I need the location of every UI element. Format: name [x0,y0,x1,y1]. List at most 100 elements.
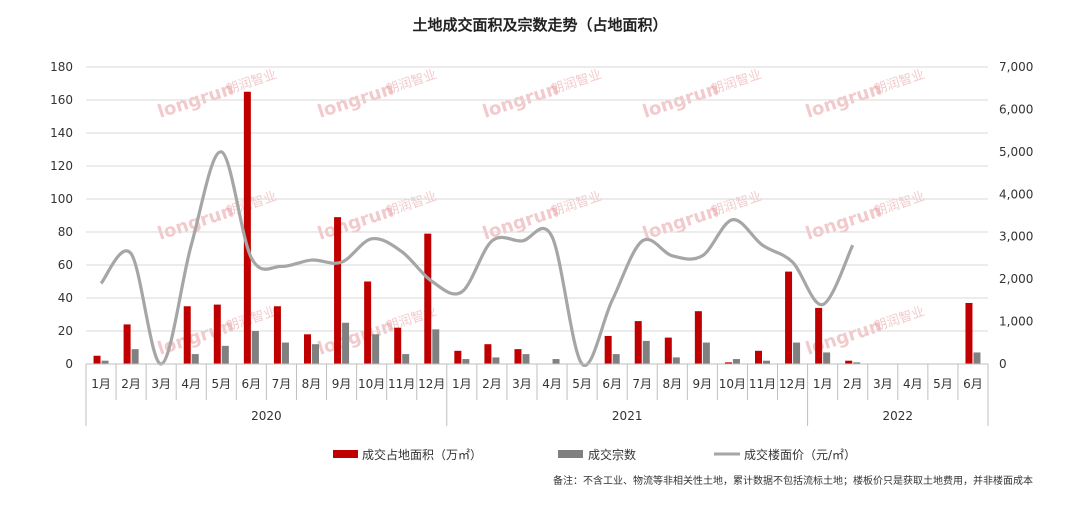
bar-area [755,350,762,364]
left-tick-label: 120 [50,159,73,173]
watermark-brand-cn: 朗润智业 [872,304,926,334]
x-tick-label: 2月 [121,377,141,391]
bar-area [694,311,702,364]
bar-count [251,331,259,364]
bar-area [514,349,522,364]
bar-count [642,340,650,364]
right-tick-label: 5,000 [999,145,1033,159]
left-tick-label: 40 [58,291,73,305]
bar-area [724,362,732,364]
x-tick-label: 12月 [779,377,806,391]
x-tick-label: 2月 [843,377,863,391]
watermark-brand-cn: 朗润智业 [224,189,278,219]
x-tick-label: 5月 [211,377,231,391]
bar-series [93,91,981,364]
x-tick-label: 3月 [512,377,532,391]
x-tick-label: 1月 [452,377,472,391]
bar-area [664,337,672,364]
bar-count [402,354,410,364]
bar-count [793,342,801,364]
bar-area [785,271,793,364]
bar-area [634,321,642,364]
x-tick-label: 11月 [749,377,776,391]
bar-area [394,327,402,364]
x-tick-label: 6月 [242,377,262,391]
year-label: 2020 [251,409,282,423]
footnote: 备注：不含工业、物流等非相关性土地，累计数据不包括流标土地；楼板价只是获取土地费… [553,474,1033,487]
watermark-brand-cn: 朗润智业 [384,67,438,97]
bar-area [364,281,372,364]
watermark-brand-cn: 朗润智业 [872,67,926,97]
x-tick-label: 5月 [572,377,592,391]
watermark-brand-cn: 朗润智业 [709,67,763,97]
x-tick-label: 9月 [332,377,352,391]
bar-count [973,352,981,364]
bar-count [552,359,560,364]
watermark-brand-cn: 朗润智业 [224,67,278,97]
right-tick-label: 4,000 [999,187,1033,201]
x-tick-label: 4月 [542,377,562,391]
bar-area [604,335,612,364]
x-tick-label: 11月 [388,377,415,391]
watermark-brand-cn: 朗润智业 [224,304,278,334]
bar-count [101,360,109,364]
x-tick-label: 3月 [151,377,171,391]
bar-count [462,359,470,364]
right-tick-label: 7,000 [999,60,1033,74]
x-axis: 1月 2月 3月 4月 5月 6月 7月 8月 9月 10月 11月 12月 1月 2月 3月 4月 5月 6月 7… [85,363,989,426]
bar-area [454,350,462,364]
bar-count [432,329,440,364]
bar-count [131,349,139,364]
bar-count [492,357,500,364]
x-tick-label: 12月 [418,377,445,391]
bar-area [273,306,281,364]
bar-area [243,91,251,364]
left-tick-label: 160 [50,93,73,107]
x-tick-label: 9月 [693,377,713,391]
bar-count [823,352,831,364]
x-tick-label: 7月 [632,377,652,391]
bar-count [702,342,710,364]
x-tick-label: 8月 [302,377,322,391]
bar-area [815,307,823,364]
bar-count [191,354,199,364]
line-series [99,150,855,367]
bar-count [853,362,861,364]
bar-area [965,302,973,364]
bar-area [424,233,432,364]
left-axis: 0 20 40 60 80 100 120 140 160 180 [50,60,73,371]
line-price [99,150,855,367]
legend-swatch-area [333,450,358,458]
bar-count [372,334,380,364]
bar-area [183,306,191,364]
right-tick-label: 6,000 [999,102,1033,116]
watermark-brand-cn: 朗润智业 [709,189,763,219]
left-tick-label: 140 [50,126,73,140]
x-tick-label: 8月 [662,377,682,391]
left-tick-label: 100 [50,192,73,206]
legend: 成交占地面积（万㎡） 成交宗数 成交楼面价（元/㎡） [333,447,856,462]
left-tick-label: 80 [58,225,73,239]
bar-area [484,344,492,364]
bar-count [342,322,350,364]
x-tick-label: 4月 [181,377,201,391]
bar-area [334,217,342,364]
x-tick-label: 10月 [719,377,746,391]
right-tick-label: 2,000 [999,272,1033,286]
x-tick-label: 1月 [91,377,111,391]
bar-area [213,304,221,364]
x-tick-label: 1月 [813,377,833,391]
x-tick-label: 6月 [602,377,622,391]
bar-count [612,354,620,364]
left-tick-label: 60 [58,258,73,272]
bar-count [221,345,229,364]
